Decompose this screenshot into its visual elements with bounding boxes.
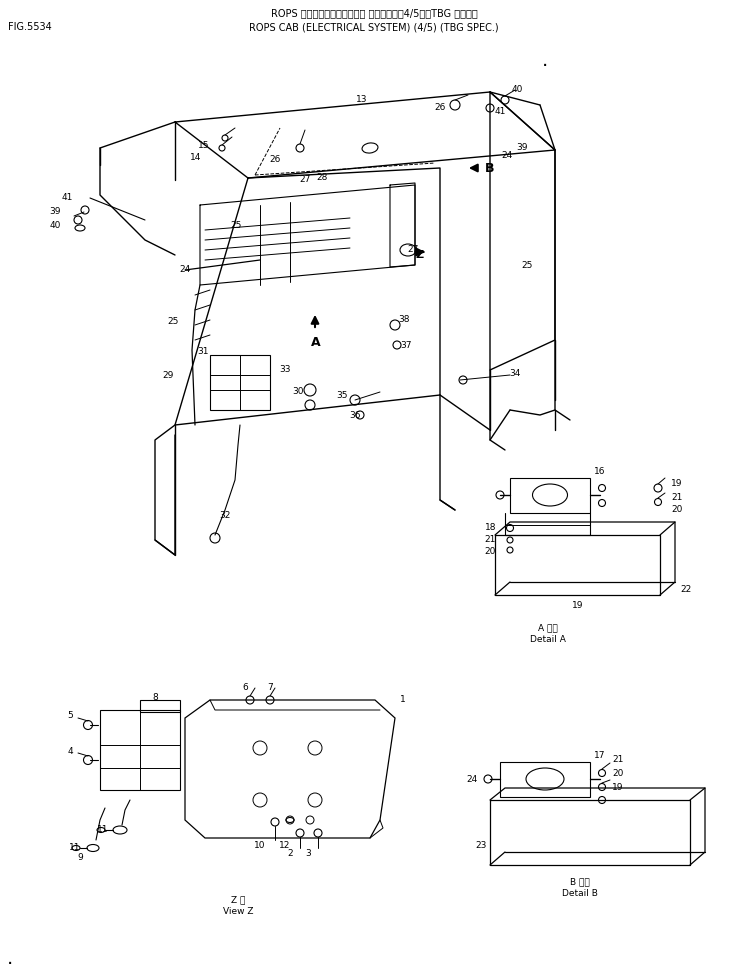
Text: 30: 30 (292, 387, 304, 397)
Text: 8: 8 (152, 693, 158, 703)
Text: 2: 2 (287, 849, 293, 859)
Text: 39: 39 (49, 208, 61, 216)
Text: ROPS キャブ（エレクトリカル システム）（4/5）（TBG ショウ）: ROPS キャブ（エレクトリカル システム）（4/5）（TBG ショウ） (270, 8, 477, 18)
Text: 39: 39 (516, 143, 528, 152)
Text: 38: 38 (398, 316, 410, 325)
Text: Z: Z (416, 250, 424, 260)
Text: 22: 22 (680, 586, 691, 595)
Text: 26: 26 (434, 102, 446, 111)
Text: FIG.5534: FIG.5534 (8, 22, 52, 32)
Text: 25: 25 (521, 260, 533, 269)
Text: 27: 27 (407, 246, 419, 254)
Text: Detail B: Detail B (562, 889, 598, 899)
Text: View Z: View Z (222, 908, 253, 916)
Text: 33: 33 (279, 366, 291, 374)
Bar (210, 355, 270, 410)
Text: 4: 4 (67, 748, 73, 757)
Text: 1: 1 (400, 695, 406, 705)
Text: A: A (311, 335, 321, 348)
Text: 14: 14 (190, 153, 201, 163)
Text: 19: 19 (572, 601, 583, 609)
Text: 31: 31 (197, 347, 209, 357)
Text: 27: 27 (300, 176, 311, 184)
Text: 21: 21 (485, 535, 496, 544)
Text: 16: 16 (594, 467, 606, 477)
Text: 23: 23 (476, 840, 487, 849)
Text: 34: 34 (509, 369, 521, 377)
Text: 9: 9 (77, 853, 83, 863)
Text: 15: 15 (198, 141, 210, 150)
Text: 7: 7 (267, 683, 273, 692)
Text: A 詳細: A 詳細 (538, 623, 558, 633)
Text: 37: 37 (400, 340, 412, 349)
Text: B: B (485, 162, 495, 175)
Text: 17: 17 (594, 752, 606, 760)
Text: ROPS CAB (ELECTRICAL SYSTEM) (4/5) (TBG SPEC.): ROPS CAB (ELECTRICAL SYSTEM) (4/5) (TBG … (249, 22, 499, 32)
Text: 24: 24 (179, 265, 191, 275)
Text: 20: 20 (485, 548, 496, 557)
Text: 35: 35 (336, 391, 348, 400)
Text: 13: 13 (357, 96, 368, 104)
Text: 20: 20 (612, 769, 623, 778)
Text: 24: 24 (467, 774, 478, 784)
Text: 28: 28 (316, 173, 328, 181)
Bar (100, 710, 180, 790)
Text: 40: 40 (512, 86, 523, 95)
Bar (510, 478, 590, 513)
Text: 26: 26 (270, 155, 281, 165)
Bar (140, 700, 180, 712)
Text: 36: 36 (349, 410, 361, 419)
Text: Detail A: Detail A (530, 636, 566, 644)
Text: B 詳細: B 詳細 (570, 878, 590, 886)
Text: .: . (542, 51, 548, 69)
Text: 6: 6 (242, 683, 248, 692)
Text: 21: 21 (612, 756, 623, 764)
Text: 12: 12 (279, 840, 291, 849)
Text: 25: 25 (167, 318, 179, 327)
Text: Z 図: Z 図 (231, 895, 245, 905)
Text: 18: 18 (485, 523, 496, 531)
Text: 41: 41 (494, 107, 506, 116)
Text: 11: 11 (68, 843, 80, 852)
Text: .: . (7, 949, 13, 967)
Text: 11: 11 (97, 826, 108, 835)
Text: 5: 5 (67, 712, 73, 721)
Text: 20: 20 (671, 505, 682, 515)
Text: 29: 29 (163, 370, 174, 379)
Text: 21: 21 (671, 492, 682, 501)
Text: 19: 19 (671, 479, 682, 488)
Text: 41: 41 (61, 193, 73, 203)
Text: 24: 24 (501, 150, 512, 160)
Text: 25: 25 (230, 220, 241, 229)
Text: 32: 32 (219, 511, 231, 520)
Text: 40: 40 (49, 220, 61, 229)
Text: 19: 19 (612, 784, 623, 793)
Text: 3: 3 (305, 849, 311, 859)
Bar (500, 762, 590, 797)
Text: 10: 10 (254, 840, 266, 849)
